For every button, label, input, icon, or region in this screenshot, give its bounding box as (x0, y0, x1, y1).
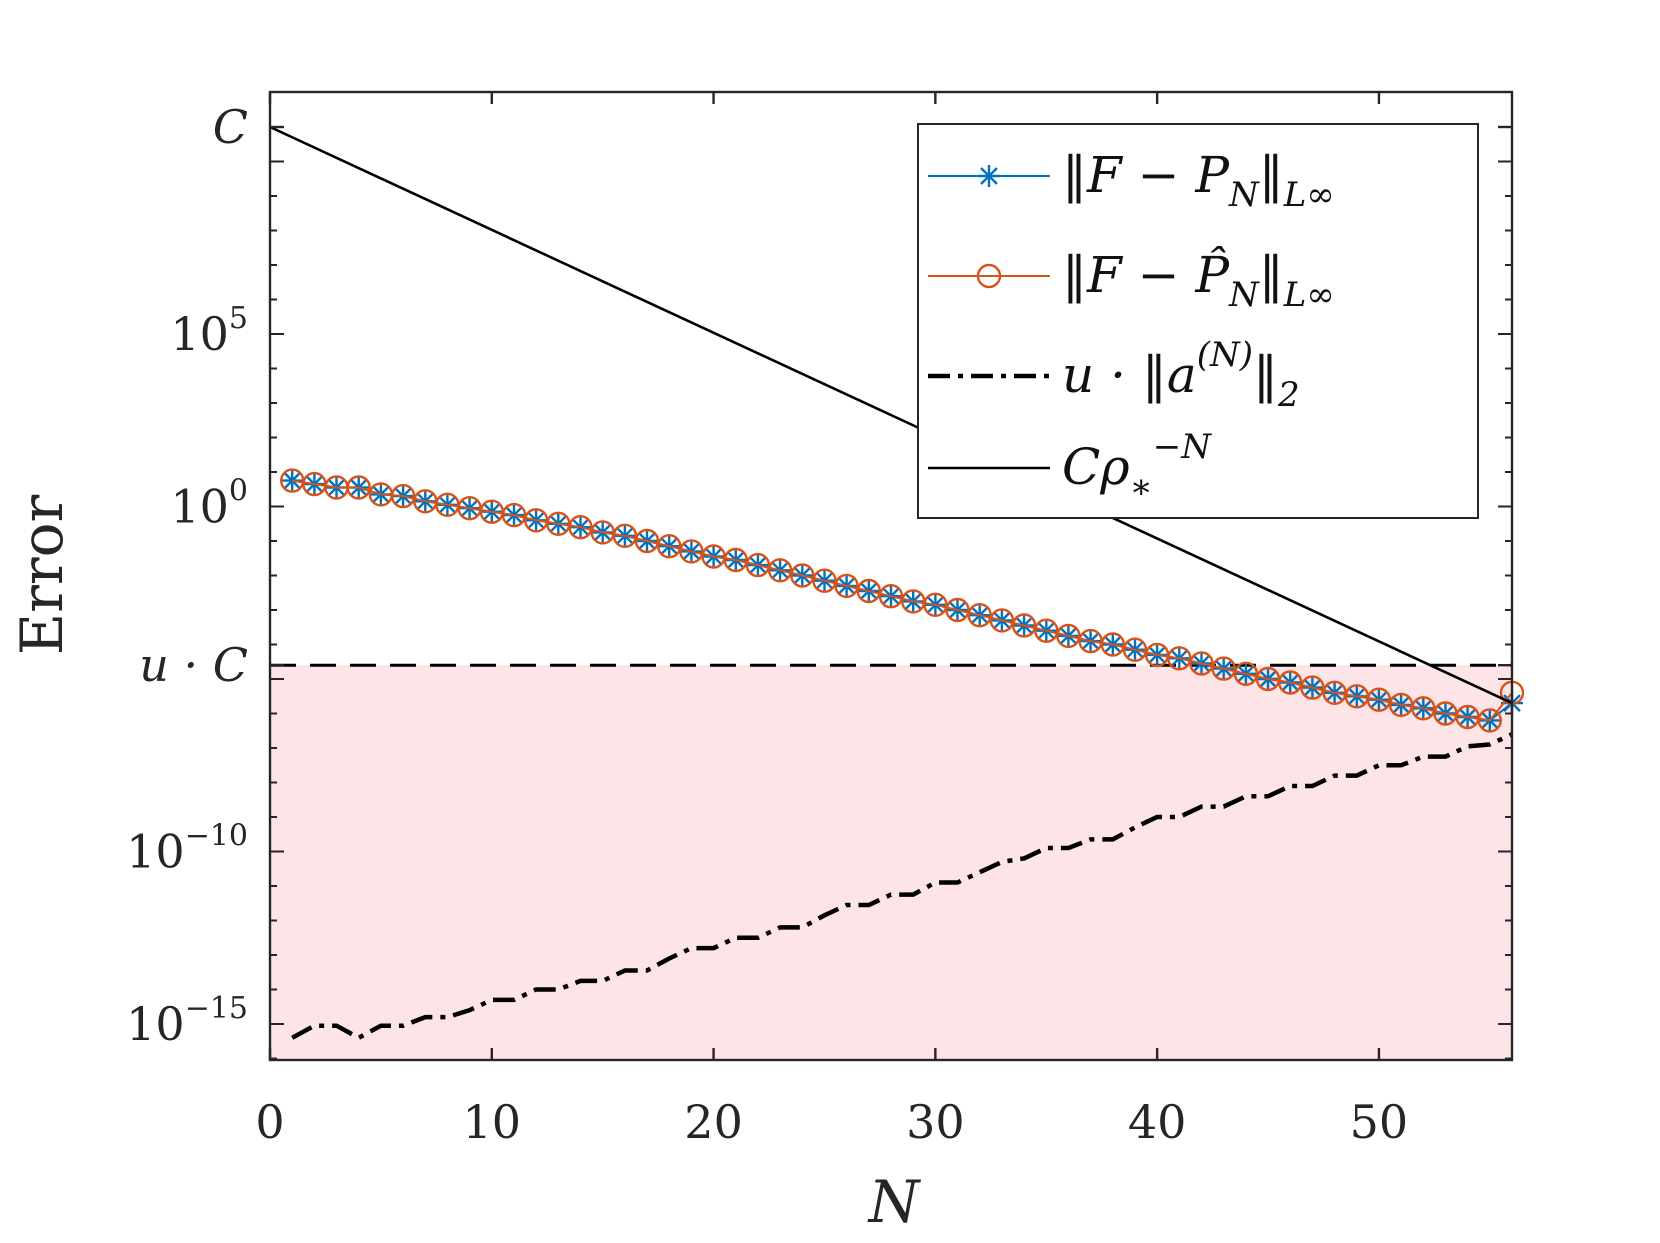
axes-frame (268, 90, 1514, 1062)
series-2-point (1366, 687, 1392, 712)
y-tick-label: 100 (170, 474, 248, 534)
series-2-point (390, 483, 416, 509)
series-2-point (1056, 623, 1081, 649)
x-tick-label: 50 (1350, 1095, 1409, 1149)
series-4 (269, 125, 1513, 705)
series-2-point (657, 534, 682, 559)
y-tick-label-named: C (213, 100, 248, 154)
series-2-point (1411, 696, 1436, 721)
series-2-point (812, 568, 837, 593)
legend-entry-label: ‖F − P̂N‖L∞ (1062, 245, 1335, 315)
series-2-point (834, 573, 859, 599)
series-2-point (967, 603, 992, 628)
shaded-region-rect (270, 665, 1512, 1060)
series-2-point (1277, 670, 1303, 695)
legend-entry-label: Cρ∗−N (1062, 427, 1212, 507)
series-2-point (923, 592, 948, 617)
y-tick-label: 105 (170, 301, 248, 361)
series-2-point (1167, 646, 1192, 671)
series-4-line (269, 125, 1513, 705)
series-2-point (745, 552, 771, 578)
series-2-point (1477, 708, 1503, 733)
series-2-point (1100, 632, 1126, 657)
series-2-point (679, 539, 704, 564)
legend-entry-label: ‖F − PN‖L∞ (1062, 146, 1335, 215)
stability-shaded-region (270, 665, 1512, 1060)
series-2-point (612, 523, 638, 548)
x-tick-label: 40 (1128, 1095, 1187, 1149)
x-tick-label: 10 (463, 1095, 522, 1149)
series-3 (291, 732, 1513, 1041)
series-2-point (1034, 618, 1059, 643)
series-2-point (1211, 656, 1236, 681)
series-2 (280, 468, 1525, 733)
series-2-point (1189, 651, 1214, 676)
legend-swatch-marker (978, 165, 1000, 187)
series-2-point (945, 597, 970, 623)
x-tick-label: 20 (684, 1095, 743, 1149)
series-2-point (346, 475, 371, 500)
series-2-point (878, 584, 904, 609)
series-2-point (1233, 661, 1259, 686)
x-tick-label: 0 (255, 1095, 284, 1149)
legend-box (917, 123, 1479, 519)
series-2-point (790, 563, 815, 588)
x-tick-label: 30 (906, 1095, 965, 1149)
series-2-point (634, 528, 660, 554)
y-tick-label: 10−10 (126, 819, 248, 879)
series-2-point (989, 608, 1015, 633)
series-2-point (1300, 675, 1325, 700)
y-tick-label-named: u · C (139, 638, 248, 692)
series-2-point (1122, 637, 1148, 662)
x-axis-title: N (867, 1168, 922, 1236)
series-2-point (723, 547, 748, 573)
tick-labels: 0 10 20 30 40 50 10−15 10−10 100 105 Cu · C (126, 100, 1408, 1149)
series-2-point (856, 578, 881, 604)
legend: ‖F − PN‖L∞ ‖F − P̂N‖L∞ u · ‖a(N)‖2 Cρ∗−N (917, 123, 1479, 519)
series-2-point (1011, 613, 1037, 638)
series-3-line (291, 732, 1513, 1041)
y-axis-title: Error (8, 495, 76, 656)
series-layer (269, 125, 1525, 1041)
legend-swatch-marker (976, 263, 1002, 289)
series-2-point (501, 502, 527, 528)
series-2-point (767, 558, 793, 583)
series-2-point (568, 515, 593, 540)
y-tick-label: 10−15 (126, 991, 248, 1051)
legend-entry-label: u · ‖a(N)‖2 (1062, 335, 1300, 415)
